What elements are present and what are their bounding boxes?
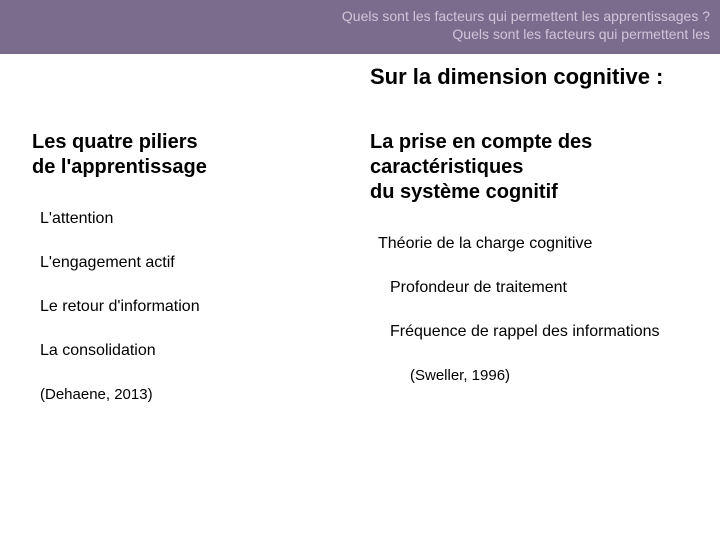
left-item-1: L'attention: [32, 210, 340, 228]
right-heading-l1: La prise en compte des caractéristiques: [370, 131, 592, 178]
right-item-3: Fréquence de rappel des informations: [370, 323, 700, 341]
section-title: Sur la dimension cognitive :: [370, 64, 663, 90]
left-item-4: La consolidation: [32, 342, 340, 360]
left-item-2: L'engagement actif: [32, 254, 340, 272]
left-item-3: Le retour d'information: [32, 298, 340, 316]
title-banner: Quels sont les facteurs qui permettent l…: [0, 0, 720, 54]
right-heading: La prise en compte des caractéristiques …: [370, 130, 700, 205]
content-columns: Les quatre piliers de l'apprentissage L'…: [0, 130, 720, 403]
left-heading-l2: de l'apprentissage: [32, 156, 207, 178]
right-column: La prise en compte des caractéristiques …: [360, 130, 720, 403]
left-heading-l1: Les quatre piliers: [32, 131, 198, 153]
left-column: Les quatre piliers de l'apprentissage L'…: [0, 130, 360, 403]
right-citation: (Sweller, 1996): [370, 367, 700, 384]
right-heading-l2: du système cognitif: [370, 181, 558, 203]
left-heading: Les quatre piliers de l'apprentissage: [32, 130, 340, 180]
banner-text-line1: Quels sont les facteurs qui permettent l…: [342, 8, 710, 24]
right-item-1: Théorie de la charge cognitive: [370, 235, 700, 253]
right-item-2: Profondeur de traitement: [370, 279, 700, 297]
left-citation: (Dehaene, 2013): [32, 386, 340, 403]
banner-text-line2: Quels sont les facteurs qui permettent l…: [452, 26, 710, 42]
